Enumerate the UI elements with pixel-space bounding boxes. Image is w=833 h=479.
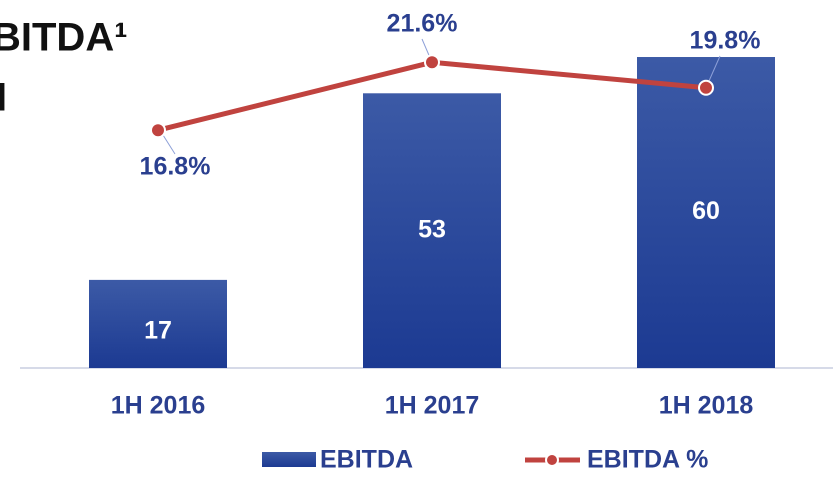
legend-swatch (262, 452, 316, 467)
x-tick-label: 1H 2016 (111, 392, 206, 420)
x-tick-label: 1H 2017 (385, 392, 480, 420)
bar-value-label: 53 (418, 215, 446, 243)
x-tick-label: 1H 2018 (659, 392, 754, 420)
legend-label: EBITDA % (587, 446, 708, 474)
line-marker (424, 54, 440, 71)
line-marker (698, 79, 714, 96)
bar (89, 279, 227, 368)
bar (637, 57, 775, 368)
bar-value-label: 60 (692, 197, 720, 225)
line-value-label: 21.6% (387, 10, 458, 38)
legend-label: EBITDA (320, 446, 413, 474)
line-marker (150, 122, 166, 139)
chart-subtitle: I (0, 76, 7, 120)
bar (363, 93, 501, 368)
line-value-label: 19.8% (690, 27, 761, 55)
bar-value-label: 17 (144, 317, 172, 345)
line-value-label: 16.8% (140, 153, 211, 181)
legend-marker (545, 453, 559, 467)
chart-title: BITDA¹ (0, 16, 128, 60)
